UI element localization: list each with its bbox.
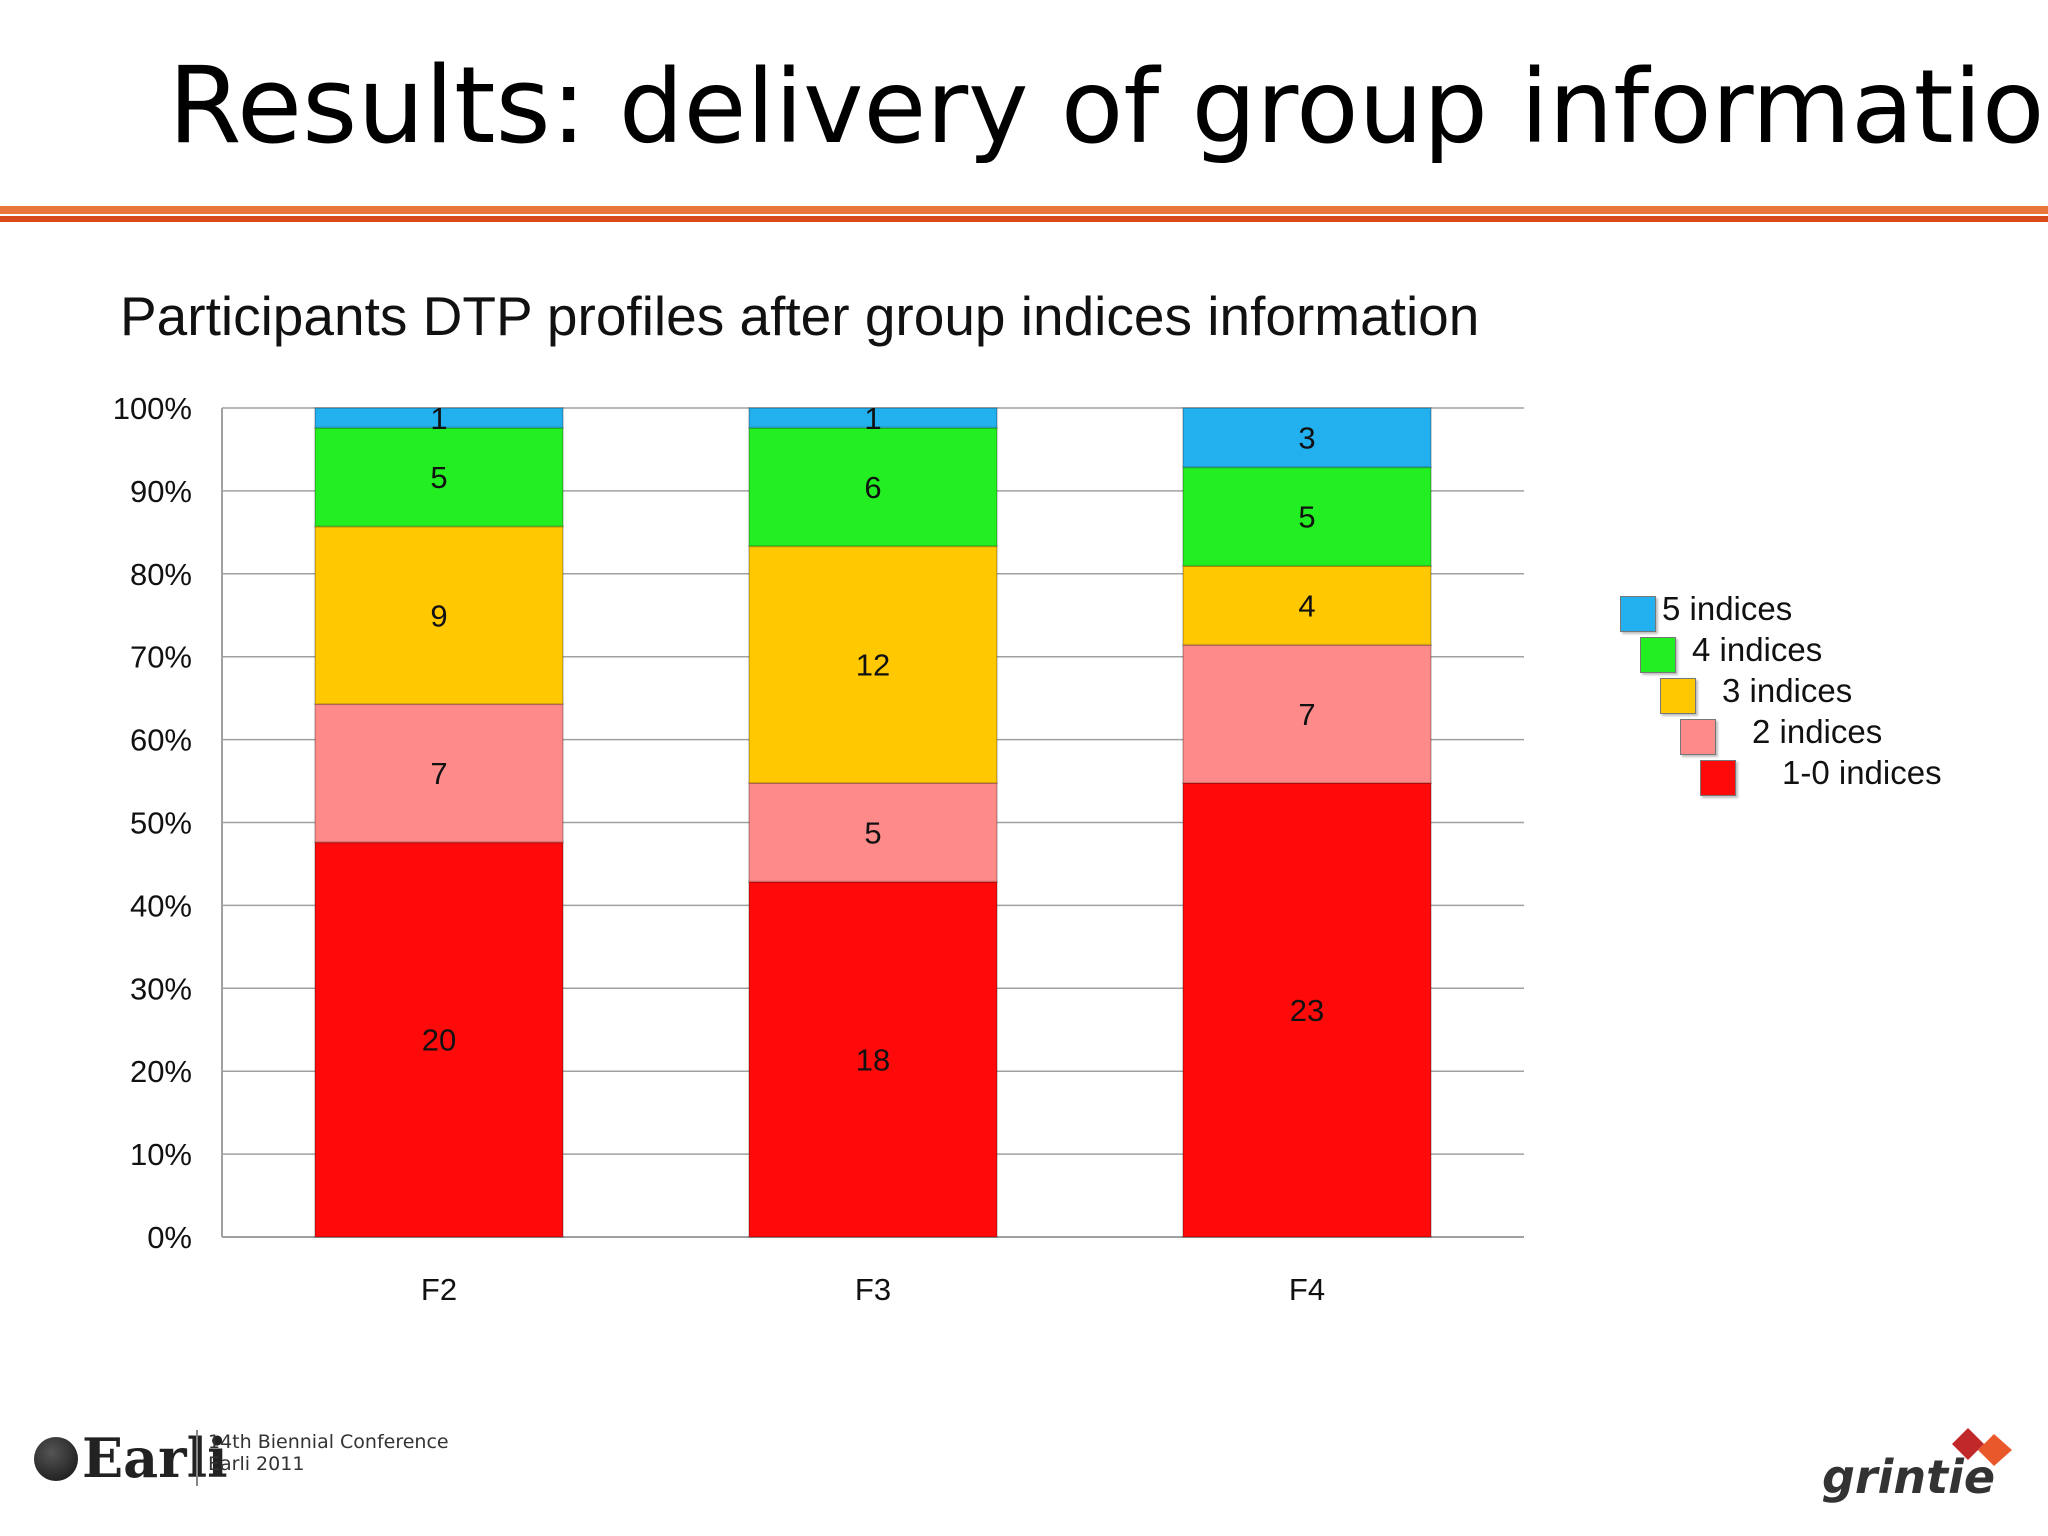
grintie-logo-text: grintie	[1822, 1450, 1996, 1504]
conference-line-1: 14th Biennial Conference	[208, 1431, 449, 1453]
bar-segment	[1182, 564, 1432, 646]
footer-divider	[196, 1430, 198, 1486]
data-label: 1	[430, 401, 447, 436]
data-label: 9	[430, 598, 447, 633]
legend-label: 2 indices	[1752, 713, 1883, 750]
data-label: 5	[430, 460, 447, 495]
legend-label: 4 indices	[1692, 631, 1823, 668]
bar-segment	[1182, 466, 1432, 567]
bar-segment	[1182, 782, 1432, 1238]
legend-swatch	[1660, 678, 1696, 714]
y-tick-label: 20%	[130, 1054, 192, 1089]
data-label: 4	[1298, 588, 1315, 623]
bar-segment	[314, 703, 564, 844]
data-label: 12	[856, 648, 890, 683]
x-tick-label: F4	[1289, 1272, 1325, 1307]
y-tick-label: 100%	[113, 391, 192, 426]
bar-segment	[748, 407, 998, 429]
legend-swatch	[1700, 760, 1736, 796]
y-axis-ticks: 0% 10% 20% 30% 40% 50% 60% 70% 80% 90% 100%	[113, 391, 192, 1255]
y-tick-label: 50%	[130, 806, 192, 841]
bar-segment	[1182, 407, 1432, 469]
data-label: 3	[1298, 421, 1315, 456]
bar-segment	[314, 525, 564, 706]
y-tick-label: 30%	[130, 971, 192, 1006]
slide-title-lead: Results:	[168, 44, 587, 167]
y-tick-label: 70%	[130, 640, 192, 675]
bar-segment	[314, 407, 564, 429]
legend-label: 3 indices	[1722, 672, 1853, 709]
earli-logo: Earli	[34, 1426, 228, 1490]
slide-title-rest: delivery of group information	[618, 48, 2048, 167]
y-tick-label: 10%	[130, 1137, 192, 1172]
y-tick-label: 60%	[130, 723, 192, 758]
y-tick-label: 90%	[130, 474, 192, 509]
bar-segment	[748, 880, 998, 1238]
legend-label: 1-0 indices	[1782, 754, 1942, 791]
data-label: 23	[1290, 993, 1324, 1028]
title-divider-bottom	[0, 216, 2048, 222]
x-tick-label: F2	[421, 1272, 457, 1307]
data-label: 6	[864, 470, 881, 505]
legend-swatch	[1620, 596, 1656, 632]
data-label: 7	[1298, 697, 1315, 732]
stacked-bar-chart: 0% 10% 20% 30% 40% 50% 60% 70% 80% 90% 100% 20 7 9 5 1…	[113, 391, 1524, 1307]
data-label: 18	[856, 1042, 890, 1077]
legend-swatch	[1680, 719, 1716, 755]
x-axis-ticks: F2 F3 F4	[421, 1272, 1325, 1307]
conference-info: 14th Biennial Conference Earli 2011	[208, 1431, 449, 1476]
legend-swatch	[1640, 637, 1676, 673]
data-label: 5	[864, 815, 881, 850]
x-tick-label: F3	[855, 1272, 891, 1307]
bar-segment	[1182, 643, 1432, 785]
earli-logo-text: Earli	[82, 1426, 228, 1490]
data-label: 1	[864, 401, 881, 436]
bar-segment	[748, 782, 998, 883]
legend-label: 5 indices	[1662, 590, 1793, 627]
conference-line-2: Earli 2011	[208, 1452, 305, 1475]
data-label: 7	[430, 756, 447, 791]
y-tick-label: 0%	[147, 1220, 192, 1255]
title-divider-top	[0, 206, 2048, 214]
data-label: 5	[1298, 500, 1315, 535]
y-tick-label: 80%	[130, 557, 192, 592]
bar-segment	[314, 426, 564, 528]
slide-title: Results: delivery of group information	[168, 47, 2048, 167]
chart-title: Participants DTP profiles after group in…	[120, 285, 1480, 347]
globe-icon	[34, 1437, 78, 1481]
bars	[314, 407, 1432, 1238]
grintie-diamond-icon	[1952, 1428, 2012, 1466]
bar-segment	[314, 841, 564, 1238]
data-labels: 20 7 9 5 1 18 5 12 6 1 23 7 4 5 3	[422, 401, 1324, 1077]
y-tick-label: 40%	[130, 888, 192, 923]
data-label: 20	[422, 1023, 456, 1058]
